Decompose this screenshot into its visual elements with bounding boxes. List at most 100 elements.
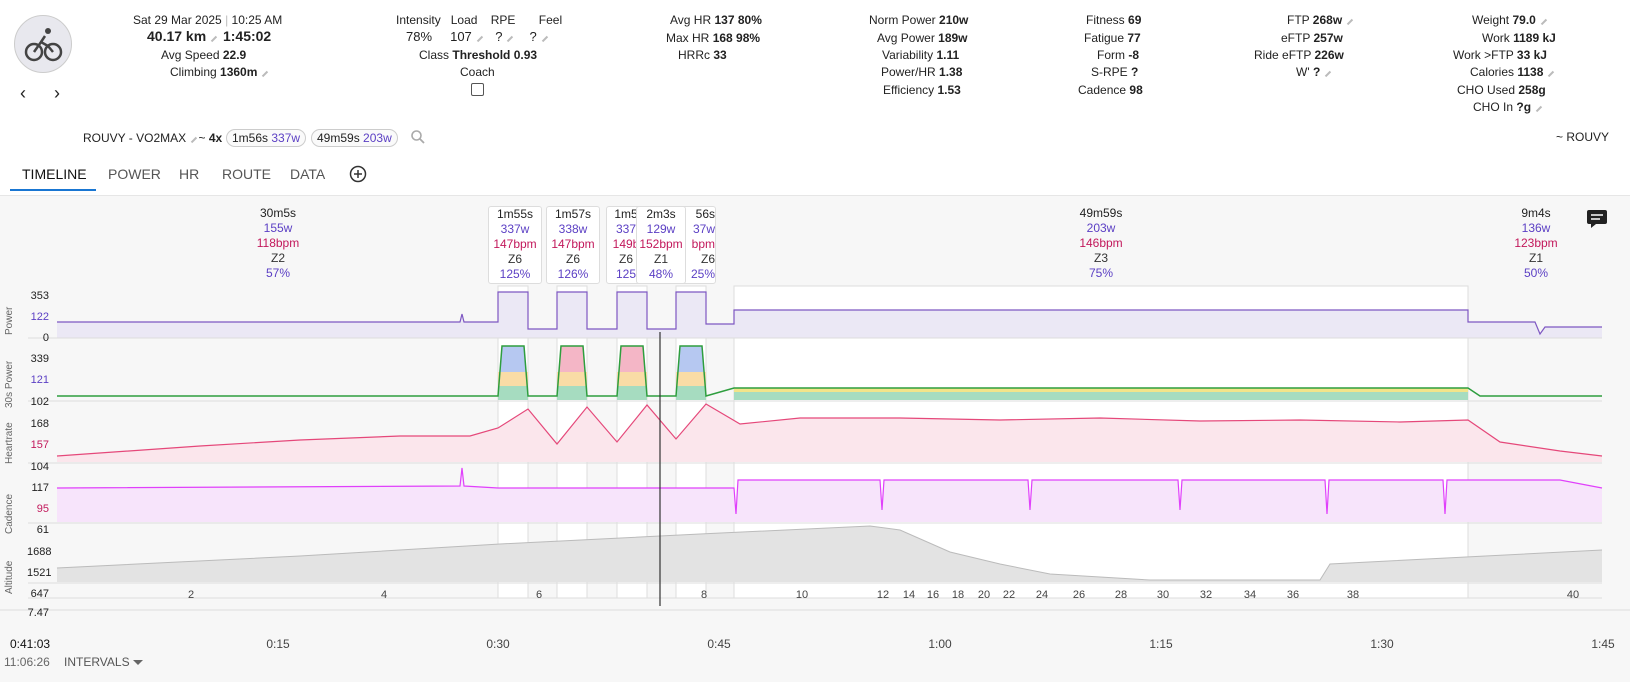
tab-power[interactable]: POWER: [108, 166, 161, 182]
workout-name-text[interactable]: ROUVY - VO2MAX: [83, 131, 187, 145]
tab-hr[interactable]: HR: [179, 166, 200, 182]
interval-label[interactable]: 1m55s 337w 147bpm Z6 125%: [488, 206, 542, 284]
rpe-value[interactable]: ?: [495, 29, 503, 44]
work: Work 1189 kJ: [1482, 31, 1556, 45]
edit-icon[interactable]: [1543, 65, 1555, 78]
s-rpe-value: ?: [1131, 65, 1139, 79]
ride-eftp-label: Ride eFTP: [1254, 48, 1312, 62]
edit-icon[interactable]: [502, 30, 514, 43]
lap-number: 40: [1566, 589, 1580, 601]
weight-value[interactable]: 79.0: [1512, 13, 1536, 27]
edit-icon[interactable]: [1535, 13, 1548, 26]
lap-number: 38: [1346, 589, 1360, 601]
fatigue-value: 77: [1127, 31, 1141, 45]
cadence-area: [57, 468, 1602, 522]
avg-hr: Avg HR 137 80%: [670, 13, 762, 27]
interval-label-hover[interactable]: 2m3s 129w 152bpm Z1 48%: [636, 206, 686, 284]
w-prime-value[interactable]: ?: [1312, 65, 1321, 79]
cho-in-value[interactable]: ?g: [1516, 100, 1532, 114]
interval-label[interactable]: 49m59s 203w 146bpm Z3 75%: [1036, 206, 1166, 281]
form-value: -8: [1128, 48, 1140, 62]
comment-icon[interactable]: [1586, 209, 1608, 229]
bicycle-icon: [24, 28, 63, 62]
avg-speed-label: Avg Speed: [161, 48, 220, 62]
tab-timeline[interactable]: TIMELINE: [22, 166, 87, 182]
power-tick: 122: [30, 311, 49, 323]
lap-number: 18: [951, 589, 965, 601]
intensity-label: Intensity: [396, 13, 441, 27]
work-value: 1189 kJ: [1513, 31, 1556, 45]
load-value[interactable]: 107: [450, 29, 472, 44]
interval-label[interactable]: 1m57s 338w 147bpm Z6 126%: [546, 206, 600, 284]
distance-value[interactable]: 40.17 km: [147, 28, 207, 44]
workout-chip-1[interactable]: 1m56s 337w: [226, 129, 307, 147]
sport-avatar: [14, 15, 72, 73]
edit-icon[interactable]: [257, 65, 269, 78]
calories-value[interactable]: 1138: [1517, 65, 1544, 79]
interval-zone: Z6: [565, 252, 580, 266]
edit-icon[interactable]: [1320, 65, 1332, 78]
interval-time: 30m5s: [259, 206, 297, 220]
interval-zone: Z6: [618, 252, 633, 266]
chip-time: 49m59s: [317, 131, 360, 145]
edit-icon[interactable]: [1341, 13, 1354, 26]
work-above-ftp-label: Work >FTP: [1453, 48, 1514, 62]
p30-tick: 121: [30, 374, 49, 386]
interval-bpm: bpm: [691, 237, 715, 251]
tab-route[interactable]: ROUTE: [222, 166, 271, 182]
alt-tick: 7.47: [27, 607, 49, 619]
interval-pct: 126%: [557, 267, 589, 281]
hr-tick: 168: [30, 418, 49, 430]
timeline-chart[interactable]: [0, 196, 1630, 682]
eftp-label: eFTP: [1281, 31, 1311, 45]
max-hr: Max HR 168 98%: [666, 31, 760, 45]
lap-number: 10: [795, 589, 809, 601]
x-tick: 0:30: [486, 637, 510, 651]
cad-tick: 117: [31, 482, 49, 494]
avg-power: Avg Power 189w: [877, 31, 968, 45]
intervals-menu[interactable]: INTERVALS: [64, 655, 143, 669]
chip-watts: 337w: [271, 131, 301, 145]
workout-chip-2[interactable]: 49m59s 203w: [311, 129, 398, 147]
edit-icon[interactable]: [1530, 100, 1543, 113]
time-text: 10:25 AM: [231, 13, 283, 27]
hr-area: [57, 404, 1602, 462]
interval-bpm: 149b: [612, 237, 640, 251]
next-activity-button[interactable]: ›: [54, 83, 60, 103]
coach-checkbox[interactable]: [471, 83, 484, 96]
add-tab-icon[interactable]: [349, 165, 367, 183]
interval-bpm: 152bpm: [639, 237, 683, 251]
power-tick: 0: [42, 332, 49, 344]
x-tick: 0:45: [707, 637, 731, 651]
eftp: eFTP 257w: [1281, 31, 1343, 45]
hr-tick: 104: [30, 461, 49, 473]
climbing-value[interactable]: 1360m: [220, 65, 258, 79]
interval-time: 2m3s: [646, 207, 676, 221]
caret-down-icon: [132, 660, 143, 666]
search-icon[interactable]: [410, 129, 426, 145]
interval-bpm: 147bpm: [493, 237, 537, 251]
prev-activity-button[interactable]: ‹: [20, 83, 26, 103]
weight: Weight 79.0: [1472, 13, 1548, 27]
hr-line: [56, 403, 1603, 457]
cursor-time: 0:41:03: [10, 637, 51, 651]
w-prime: W' ?: [1296, 65, 1332, 79]
lap-number: 20: [977, 589, 991, 601]
work-above-ftp-value: 33 kJ: [1516, 48, 1547, 62]
edit-icon[interactable]: [185, 131, 198, 144]
edit-icon[interactable]: [471, 30, 483, 43]
interval-label[interactable]: 30m5s 155w 118bpm Z2 57%: [218, 206, 338, 281]
interval-time: 49m59s: [1079, 206, 1123, 220]
ftp-value[interactable]: 268w: [1312, 13, 1343, 27]
edit-icon[interactable]: [206, 30, 218, 43]
tab-data[interactable]: DATA: [290, 166, 326, 182]
interval-label[interactable]: 9m4s 136w 123bpm Z1 50%: [1496, 206, 1576, 281]
fatigue: Fatigue 77: [1084, 31, 1141, 45]
feel-value[interactable]: ?: [529, 29, 537, 44]
workout-name: ROUVY - VO2MAX ~ 4x: [83, 131, 222, 145]
hrrc-label: HRRc: [678, 48, 710, 62]
altitude-area: [57, 526, 1602, 582]
interval-bpm: 147bpm: [551, 237, 595, 251]
interval-pct: 125%: [499, 267, 531, 281]
edit-icon[interactable]: [536, 30, 548, 43]
